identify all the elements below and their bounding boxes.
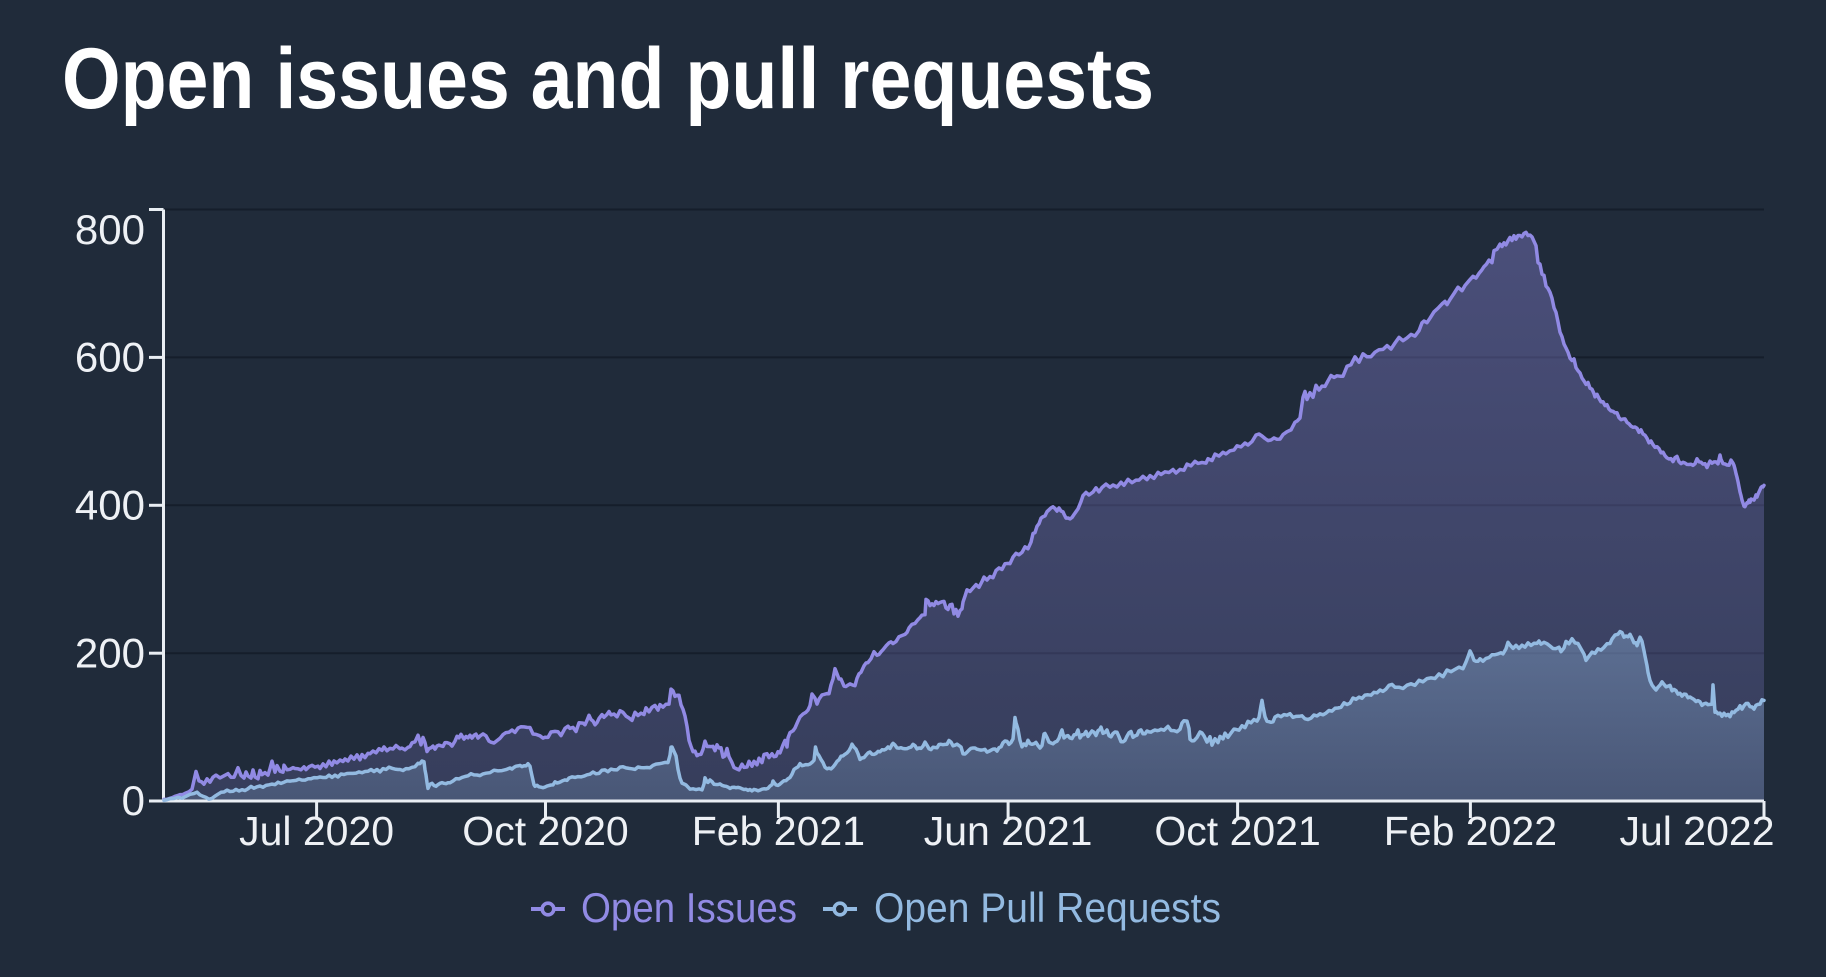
svg-text:Jun 2021: Jun 2021 — [924, 808, 1093, 854]
svg-text:Jul 2020: Jul 2020 — [239, 808, 394, 854]
svg-text:Oct 2021: Oct 2021 — [1154, 808, 1320, 854]
svg-text:Open Pull Requests: Open Pull Requests — [874, 884, 1221, 931]
svg-text:Jul 2022: Jul 2022 — [1619, 808, 1774, 854]
svg-text:0: 0 — [122, 777, 145, 824]
svg-text:Open Issues: Open Issues — [581, 884, 797, 931]
svg-text:800: 800 — [75, 206, 145, 253]
svg-text:Feb 2022: Feb 2022 — [1384, 808, 1557, 854]
svg-text:Oct 2020: Oct 2020 — [462, 808, 628, 854]
svg-text:Feb 2021: Feb 2021 — [692, 808, 865, 854]
svg-text:400: 400 — [75, 482, 145, 529]
svg-text:Open issues and pull requests: Open issues and pull requests — [62, 31, 1154, 127]
svg-text:600: 600 — [75, 334, 145, 381]
svg-text:200: 200 — [75, 629, 145, 676]
